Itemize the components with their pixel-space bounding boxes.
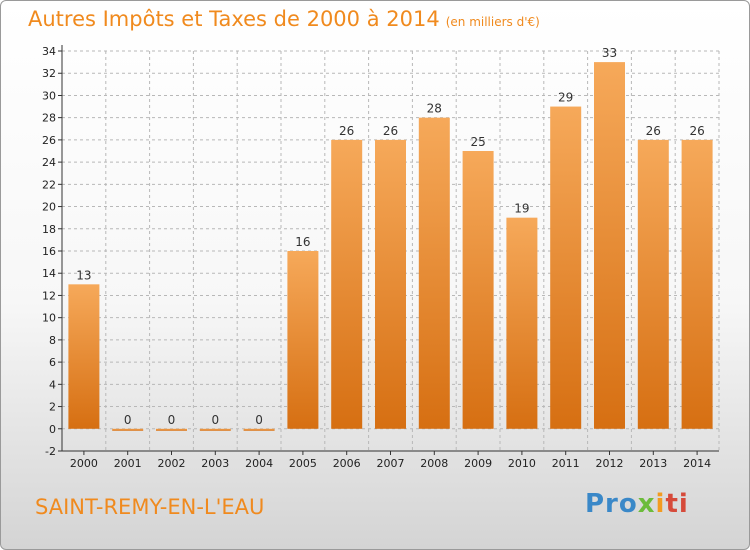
x-tick-label-2002: 2002 bbox=[158, 457, 186, 470]
data-label-2009: 25 bbox=[470, 135, 485, 149]
y-tick-label: 26 bbox=[42, 134, 56, 147]
bar-2008 bbox=[418, 117, 450, 429]
bar-2003 bbox=[199, 428, 231, 431]
bar-2007 bbox=[375, 139, 406, 429]
y-tick-label: 28 bbox=[42, 112, 56, 125]
data-label-2001: 0 bbox=[124, 413, 132, 427]
x-tick-label-2013: 2013 bbox=[639, 457, 667, 470]
y-tick-label: 14 bbox=[42, 267, 56, 280]
data-label-2007: 26 bbox=[383, 124, 398, 138]
data-label-2008: 28 bbox=[427, 102, 442, 116]
data-label-2014: 26 bbox=[689, 124, 704, 138]
chart-subtitle: (en milliers d'€) bbox=[445, 15, 540, 29]
y-tick-label: 18 bbox=[42, 223, 56, 236]
bar-2011 bbox=[550, 106, 582, 429]
x-tick-label-2010: 2010 bbox=[508, 457, 536, 470]
x-tick-label-2004: 2004 bbox=[245, 457, 273, 470]
x-tick-label-2006: 2006 bbox=[333, 457, 361, 470]
bar-2006 bbox=[331, 139, 363, 429]
x-tick-label-2000: 2000 bbox=[70, 457, 98, 470]
y-tick-label: -2 bbox=[45, 445, 56, 458]
x-tick-label-2003: 2003 bbox=[201, 457, 229, 470]
data-label-2004: 0 bbox=[255, 413, 263, 427]
logo-part-2: x bbox=[637, 489, 656, 519]
data-label-2012: 33 bbox=[602, 46, 617, 60]
x-tick-label-2012: 2012 bbox=[596, 457, 624, 470]
y-tick-label: 0 bbox=[49, 423, 56, 436]
bar-2013 bbox=[637, 139, 669, 429]
y-tick-label: 32 bbox=[42, 67, 56, 80]
proxiti-logo: Proxiti bbox=[585, 489, 689, 519]
y-tick-label: 30 bbox=[42, 89, 56, 102]
y-tick-label: 10 bbox=[42, 312, 56, 325]
data-label-2002: 0 bbox=[168, 413, 176, 427]
bar-2009 bbox=[462, 151, 494, 429]
y-tick-label: 24 bbox=[42, 156, 56, 169]
y-tick-label: 12 bbox=[42, 289, 56, 302]
y-tick-label: 16 bbox=[42, 245, 56, 258]
title-row: Autres Impôts et Taxes de 2000 à 2014 (en… bbox=[28, 7, 540, 31]
place-name: SAINT-REMY-EN-L'EAU bbox=[35, 495, 265, 519]
axes bbox=[58, 45, 719, 455]
y-tick-label: 22 bbox=[42, 178, 56, 191]
y-tick-label: 20 bbox=[42, 201, 56, 214]
logo-part-1: Pro bbox=[585, 489, 638, 519]
x-tick-label-2008: 2008 bbox=[420, 457, 448, 470]
logo-part-4: ti bbox=[665, 489, 689, 519]
data-label-2011: 29 bbox=[558, 91, 573, 105]
bar-2000 bbox=[68, 284, 100, 429]
bar-2005 bbox=[287, 251, 319, 429]
x-tick-label-2011: 2011 bbox=[552, 457, 580, 470]
data-label-2005: 16 bbox=[295, 235, 310, 249]
data-label-2013: 26 bbox=[646, 124, 661, 138]
logo-part-3: i bbox=[655, 489, 666, 519]
bar-2002 bbox=[156, 428, 187, 431]
data-label-2006: 26 bbox=[339, 124, 354, 138]
labels: -202468101214161820222426283032341320000… bbox=[42, 45, 711, 470]
y-tick-label: 34 bbox=[42, 45, 56, 58]
bar-2012 bbox=[594, 62, 625, 429]
y-tick-label: 4 bbox=[49, 378, 56, 391]
bar-2004 bbox=[243, 428, 275, 431]
x-tick-label-2009: 2009 bbox=[464, 457, 492, 470]
y-tick-label: 8 bbox=[49, 334, 56, 347]
y-tick-label: 2 bbox=[49, 401, 56, 414]
data-label-2003: 0 bbox=[211, 413, 219, 427]
y-tick-label: 6 bbox=[49, 356, 56, 369]
chart-title: Autres Impôts et Taxes de 2000 à 2014 bbox=[28, 7, 440, 31]
x-tick-label-2014: 2014 bbox=[683, 457, 711, 470]
bar-2014 bbox=[681, 139, 713, 429]
data-label-2000: 13 bbox=[76, 268, 91, 282]
x-tick-label-2001: 2001 bbox=[114, 457, 142, 470]
bar-2001 bbox=[112, 428, 144, 431]
x-tick-label-2005: 2005 bbox=[289, 457, 317, 470]
x-tick-label-2007: 2007 bbox=[377, 457, 405, 470]
data-label-2010: 19 bbox=[514, 202, 529, 216]
bar-2010 bbox=[506, 217, 538, 429]
bars bbox=[68, 62, 713, 431]
